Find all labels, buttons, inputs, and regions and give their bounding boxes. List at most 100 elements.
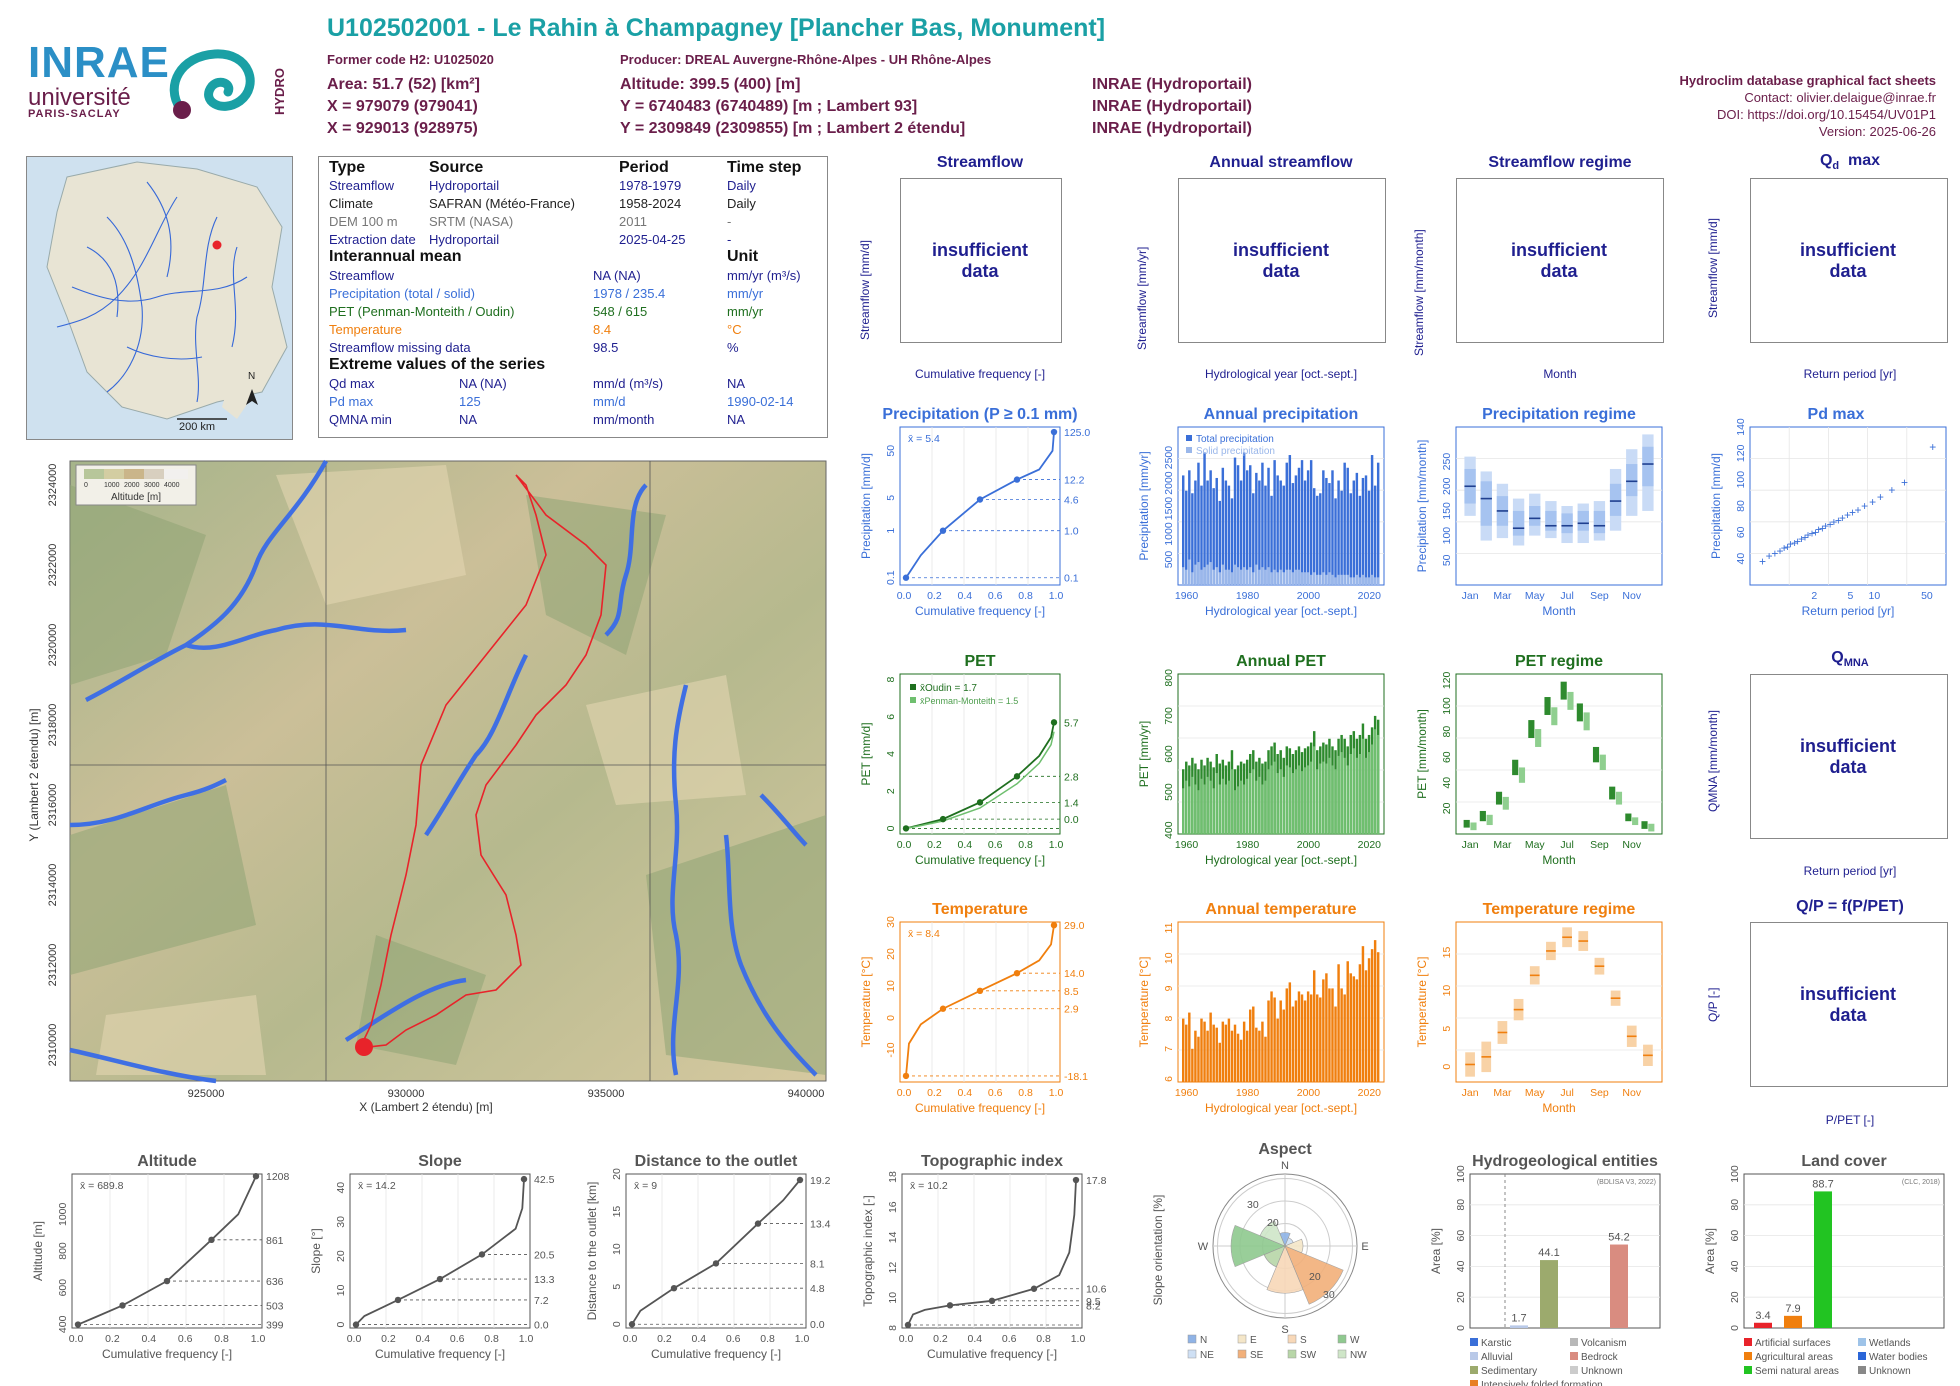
annual_temp-bar xyxy=(1316,994,1319,1082)
annual_pet-bar xyxy=(1358,754,1362,834)
annual_precip-bar xyxy=(1236,567,1240,585)
pet-regime-oudin-box xyxy=(1641,821,1648,829)
aspect-legend-swatch xyxy=(1237,1349,1247,1359)
annual_pet-bar xyxy=(1334,769,1337,834)
annual_temp-ylabel: Temperature [°C] xyxy=(1137,957,1151,1048)
annual_pet-bar xyxy=(1370,744,1374,834)
slope_cdf-title: Slope xyxy=(418,1153,462,1170)
annual_precip-bar xyxy=(1358,577,1362,585)
topo_cdf-xtick: 0.0 xyxy=(899,1333,914,1345)
topo_cdf-xlabel: Cumulative frequency [-] xyxy=(927,1347,1057,1361)
annual_pet-bar xyxy=(1316,769,1319,834)
annual_precip-bar xyxy=(1358,495,1362,585)
annual_precip-bar xyxy=(1224,569,1228,585)
topo_cdf-xtick: 0.6 xyxy=(1002,1333,1017,1345)
hydrogeo-ytick: 20 xyxy=(1455,1291,1467,1303)
annual_precip-bar xyxy=(1331,574,1334,585)
annual_precip-bar xyxy=(1203,567,1206,585)
topo_cdf-xtick: 0.4 xyxy=(967,1333,982,1345)
ext-qd-value: NA (NA) xyxy=(459,376,507,391)
mean-precip-label: Precipitation (total / solid) xyxy=(329,286,475,301)
pet_cdf-point xyxy=(976,799,984,806)
pd-max-point: + xyxy=(1839,511,1846,525)
pd-max-point: + xyxy=(1804,528,1811,542)
slope_cdf-ytick: 10 xyxy=(335,1284,347,1296)
annual_pet-bar xyxy=(1182,788,1185,834)
precip-regime-box xyxy=(1545,510,1557,531)
hydrogeo-ytick: 100 xyxy=(1455,1165,1467,1183)
row-dem-type: DEM 100 m xyxy=(329,214,398,229)
landcover-legend-swatch xyxy=(1744,1352,1752,1360)
alt-legend-tick: 0 xyxy=(84,482,88,489)
aspect-compass: E xyxy=(1361,1241,1368,1253)
annual_precip-bar xyxy=(1188,559,1191,585)
streamflow-panel xyxy=(900,178,1062,343)
hydrogeo-bar-label: 1.7 xyxy=(1511,1312,1526,1324)
altitude_cdf-xtick: 0.8 xyxy=(214,1333,229,1345)
annual_pet-bar xyxy=(1340,752,1343,834)
altitude_cdf-point xyxy=(119,1302,126,1309)
precip_cdf-point xyxy=(1050,428,1058,436)
annual_pet-bar xyxy=(1191,776,1194,834)
annual-precip-legend-solid-swatch xyxy=(1186,447,1192,453)
annual_precip-bar xyxy=(1337,574,1340,585)
annual_pet-bar xyxy=(1227,780,1231,834)
aspect-sector xyxy=(1230,1224,1286,1268)
annual_temp-bar xyxy=(1358,964,1362,1082)
topo_cdf-frame xyxy=(901,1173,1083,1329)
hydrogeo-title: Hydrogeological entities xyxy=(1472,1153,1658,1170)
altitude_cdf-frame xyxy=(71,1173,263,1329)
hydrogeo-legend-label: Volcanism xyxy=(1581,1338,1627,1349)
pd-max-point: + xyxy=(1791,536,1798,550)
ext-qmna-label: QMNA min xyxy=(329,412,392,427)
annual_precip-bar xyxy=(1252,493,1255,585)
annual_temp-bar xyxy=(1325,973,1328,1082)
dem-xtick: 930000 xyxy=(388,1088,425,1100)
annual_temp-bar xyxy=(1252,1006,1255,1082)
altitude_cdf-value-label: 503 xyxy=(266,1300,284,1312)
annual_precip-bar xyxy=(1291,572,1295,585)
annual_pet-bar xyxy=(1230,769,1234,834)
landcover-bar xyxy=(1784,1315,1802,1328)
precip_regime-title: Precipitation regime xyxy=(1482,406,1636,423)
pet-regime-pm-box xyxy=(1583,712,1590,731)
col-type: Type xyxy=(329,159,366,176)
annual_pet-bar xyxy=(1188,786,1191,834)
annual-precip-legend-total: Total precipitation xyxy=(1196,434,1274,445)
streamflow-regime-insufficient: insufficient data xyxy=(1510,240,1607,281)
annual_pet-bar xyxy=(1209,780,1212,834)
qd-max-insufficient: insufficient data xyxy=(1799,240,1896,281)
annual_precip-xlabel: Hydrological year [oct.-sept.] xyxy=(1205,604,1357,618)
annual_precip-bar xyxy=(1218,572,1221,585)
distance_cdf-xtick: 0.4 xyxy=(691,1333,706,1345)
precip_cdf-ytick: 50 xyxy=(885,445,897,457)
alt-legend-tick: 1000 xyxy=(104,482,120,489)
topo_cdf-line xyxy=(907,1179,1077,1326)
topo_cdf-mean: x̄ = 10.2 xyxy=(910,1180,948,1192)
credits: Hydroclim database graphical fact sheets… xyxy=(1680,72,1936,140)
row-climate-type: Climate xyxy=(329,196,374,211)
topo_cdf-xtick: 1.0 xyxy=(1071,1333,1086,1345)
annual_pet-xtick: 2020 xyxy=(1358,839,1382,851)
annual_precip-bar xyxy=(1364,577,1368,585)
landcover-ytick: 80 xyxy=(1729,1199,1741,1211)
dem-map: 0 1000 2000 3000 4000 Altitude [m] 92500… xyxy=(26,455,836,1115)
annual_precip-bar xyxy=(1294,475,1298,585)
credits-version: Version: 2025-06-26 xyxy=(1818,124,1936,139)
slope_cdf-point xyxy=(394,1296,402,1304)
annual_precip-bar xyxy=(1239,480,1243,585)
pd-max-xlabel: Return period [yr] xyxy=(1802,604,1895,618)
aspect-legend-label: NE xyxy=(1200,1350,1214,1361)
pd_max-ytick: 100 xyxy=(1735,471,1747,489)
precip_cdf-frame xyxy=(899,426,1061,586)
slope_cdf-xtick: 0.2 xyxy=(381,1333,396,1345)
altitude_cdf-xtick: 1.0 xyxy=(251,1333,266,1345)
annual_precip-bar xyxy=(1349,577,1352,585)
temp_regime-title: Temperature regime xyxy=(1483,901,1636,918)
pet-legend-swatch-oudin xyxy=(910,684,916,690)
annual_precip-bar xyxy=(1182,567,1185,585)
distance_cdf-ytick: 15 xyxy=(611,1206,623,1218)
slope_cdf-point xyxy=(436,1275,444,1283)
row-streamflow-type: Streamflow xyxy=(329,178,395,193)
slope_cdf-xtick: 0.8 xyxy=(484,1333,499,1345)
